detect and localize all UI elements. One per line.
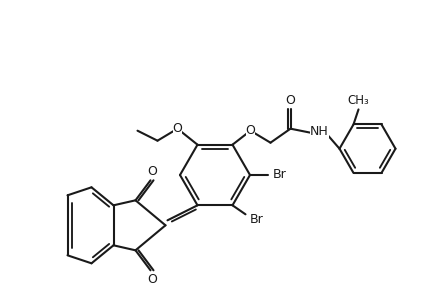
Text: Br: Br xyxy=(250,213,263,226)
Text: O: O xyxy=(173,122,183,135)
Text: O: O xyxy=(148,273,157,286)
Text: O: O xyxy=(286,94,296,107)
Text: O: O xyxy=(148,165,157,178)
Text: O: O xyxy=(246,124,255,137)
Text: CH₃: CH₃ xyxy=(348,94,369,107)
Text: Br: Br xyxy=(273,168,287,182)
Text: NH: NH xyxy=(310,125,329,138)
